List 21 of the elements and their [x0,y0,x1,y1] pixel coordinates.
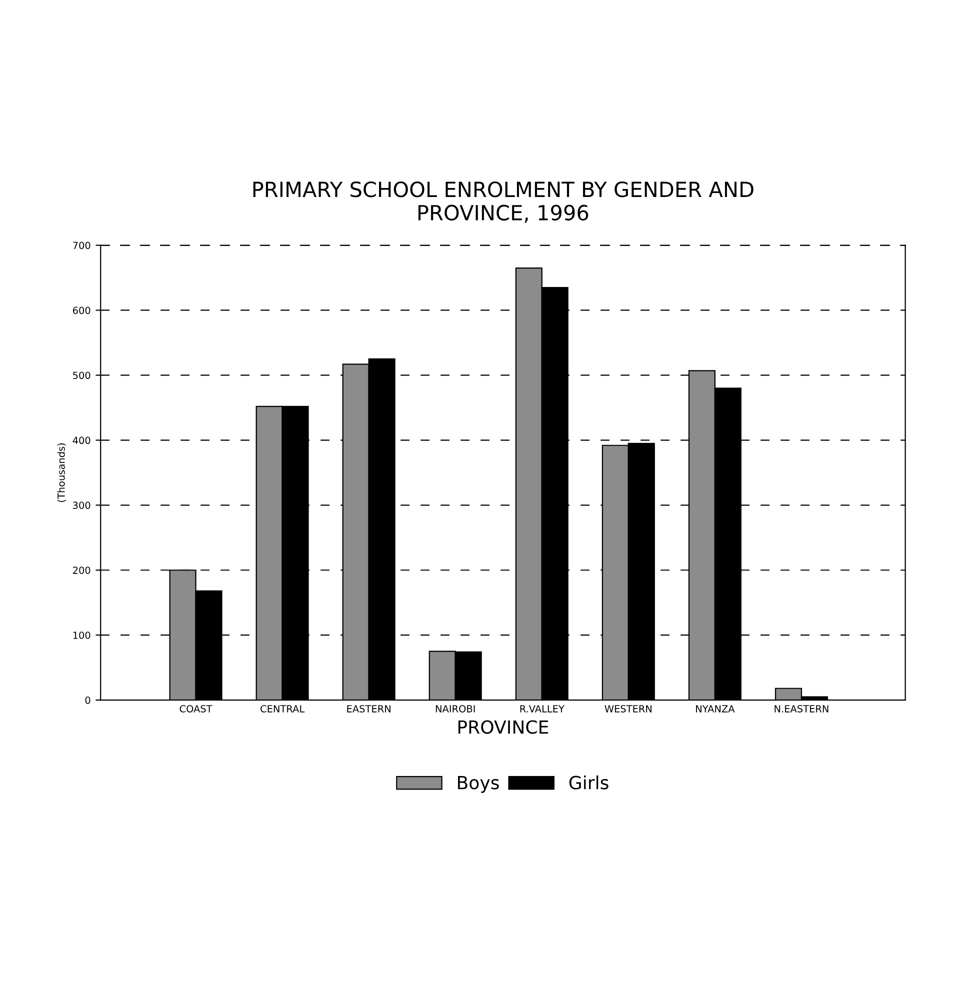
legend-label: Girls [569,775,608,790]
x-tick-label: NAIROBI [436,705,475,712]
x-tick-label: EASTERN [347,705,390,712]
x-tick-label: COAST [180,705,212,712]
y-tick-label: 600 [72,306,90,314]
x-tick-label: N.EASTERN [774,705,828,712]
x-tick-label: NYANZA [696,705,735,712]
y-tick-label: 700 [73,242,90,250]
y-tick-label: 500 [73,372,90,380]
chart-title: PRIMARY SCHOOL ENROLMENT BY GENDER AND PROVINCE, 1996 [253,181,754,223]
y-tick-label: 400 [72,436,90,444]
legend-label: Boys [458,776,499,793]
x-tick-label: WESTERN [604,705,652,712]
x-axis-title: PROVINCE [458,720,548,734]
x-tick-label: R.VALLEY [520,705,564,712]
y-tick-label: 300 [73,502,90,509]
y-tick-label: 200 [73,566,90,574]
y-tick-label: 0 [85,696,90,704]
x-tick-label: CENTRAL [260,705,305,712]
y-tick-label: 100 [73,632,90,639]
y-axis-title: (Thousands) [57,443,66,502]
